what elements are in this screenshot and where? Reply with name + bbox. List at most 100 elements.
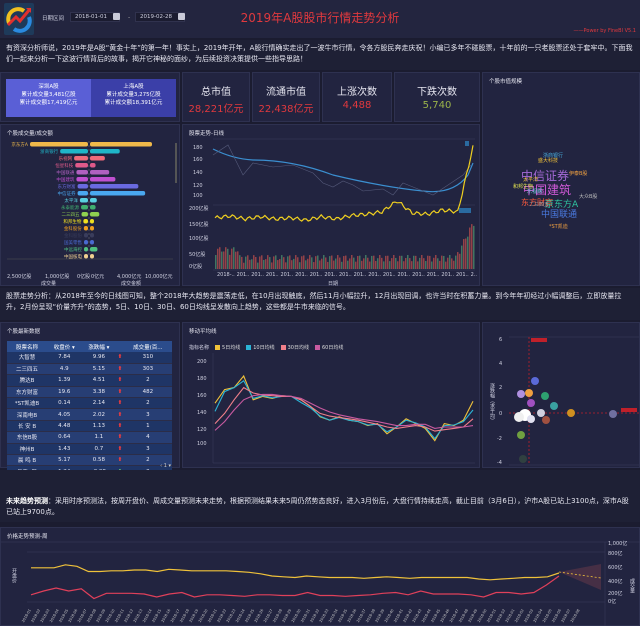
market-volume: 累计成交量3,481亿股 xyxy=(21,92,76,98)
axis-tick: 140 xyxy=(197,410,207,416)
column-header-name[interactable]: 股票名称 xyxy=(7,341,48,352)
stock-table: 股票名称 收盘价 ▾ 涨跌幅 ▾ 成交量(百... 大智慧 7.84 9.96 ⬆ 31… xyxy=(7,341,172,490)
svg-text:2018-14: 2018-14 xyxy=(142,608,153,623)
table-row[interactable]: 长 安 B 4.48 1.13 ⬆ 1 xyxy=(7,420,172,433)
panel-title: 移动平均线 xyxy=(189,329,217,335)
axis-label: 成交金额 xyxy=(121,281,142,287)
intro-text: 有资深分析师说，2019年是A股“黄金十年”的第一年！事实上，2019年开年，A… xyxy=(0,40,640,70)
svg-text:2018-24: 2018-24 xyxy=(235,608,246,623)
svg-text:2018-42: 2018-42 xyxy=(402,609,413,624)
logo-icon xyxy=(6,7,32,33)
word: 伊泰B股 xyxy=(569,171,588,177)
axis-tick: 10,000亿元 xyxy=(145,274,173,280)
legend-item-ma10[interactable]: 10日均线 xyxy=(246,344,275,351)
calendar-icon[interactable] xyxy=(178,13,185,20)
kpi-up-count: 上涨次数 4,488 xyxy=(322,72,392,122)
word: 乐视网 xyxy=(527,189,543,195)
table-cell: 1.13 xyxy=(81,420,117,433)
svg-text:2018-44: 2018-44 xyxy=(421,608,432,623)
kpi-float-market-cap: 流通市值 22,438亿元 xyxy=(252,72,320,122)
word: 二三四五 xyxy=(529,202,550,208)
table-cell: 4.48 xyxy=(47,420,82,433)
axis-tick: 201.. xyxy=(441,272,455,278)
table-cell: *ST凯迪B xyxy=(7,397,48,410)
svg-text:永泰能源: 永泰能源 xyxy=(61,204,79,211)
column-header-volume[interactable]: 成交量(百... xyxy=(123,341,172,352)
svg-text:恒星科技: 恒星科技 xyxy=(55,162,73,169)
legend-item-ma5[interactable]: 5日均线 xyxy=(215,344,240,351)
prev-page-button[interactable]: ‹ xyxy=(160,463,163,469)
table-row[interactable]: 大智慧 7.84 9.96 ⬆ 310 xyxy=(7,352,172,364)
market-name: 上海A股 xyxy=(123,84,144,90)
kpi-label: 上涨次数 xyxy=(337,87,377,98)
table-row[interactable]: 深南电B 4.05 2.02 ⬆ 3 xyxy=(7,408,172,421)
axis-tick: 201.. xyxy=(368,272,381,278)
date-separator: - xyxy=(128,14,131,21)
legend-title: 指标名称 xyxy=(189,345,210,351)
table-row[interactable]: 东方财富 19.6 3.38 ⬆ 482 xyxy=(7,386,172,399)
axis-tick: 180 xyxy=(193,145,203,151)
table-row[interactable]: 神州B 1.43 0.7 ⬆ 3 xyxy=(7,443,172,456)
table-row[interactable]: 晨 鸣 B 5.17 0.58 ⬆ 2 xyxy=(7,454,172,467)
svg-text:中国建筑: 中国建筑 xyxy=(56,176,74,183)
page-dropdown-icon[interactable]: ▾ xyxy=(168,463,171,469)
table-cell: 大智慧 xyxy=(7,352,48,364)
arrow-up-icon: ⬆ xyxy=(116,363,124,376)
calendar-icon[interactable] xyxy=(113,13,120,20)
table-row[interactable]: 东信B股 0.64 1.1 ⬆ 4 xyxy=(7,431,172,444)
trend-analysis-text: 股票走势分析：从2018年至今的日线图可知，整个2018年大趋势是震荡走低，在1… xyxy=(0,288,640,320)
legend-item-ma30[interactable]: 30日均线 xyxy=(280,344,309,351)
market-name: 深圳A股 xyxy=(38,84,59,90)
table-cell: 0.64 xyxy=(47,431,82,444)
axis-tick: 2,500亿股 xyxy=(7,274,32,280)
svg-text:2018-04: 2018-04 xyxy=(533,608,544,623)
word: 京东方A xyxy=(545,200,579,210)
axis-tick: 2 xyxy=(499,385,503,391)
column-header-close[interactable]: 收盘价 ▾ xyxy=(47,341,82,352)
scatter-chart xyxy=(509,336,639,466)
svg-text:2018-41: 2018-41 xyxy=(393,609,404,624)
market-card-shenzhen: 深圳A股 累计成交量3,481亿股 累计成交额17,419亿元 xyxy=(6,79,91,117)
wordcloud-panel: 个股市值规模 盛大科技 中信证券 中国建筑 东方财富 京东方A 中国联通 太平洋… xyxy=(482,72,640,286)
powered-by: ——Power by FineBI V5.1 xyxy=(573,28,636,34)
svg-text:太平洋: 太平洋 xyxy=(64,197,78,204)
date-range-label: 日期区间 xyxy=(42,16,65,22)
svg-text:2018-38: 2018-38 xyxy=(365,609,376,624)
svg-text:2018-29: 2018-29 xyxy=(281,609,292,624)
svg-text:2018-04: 2018-04 xyxy=(49,608,60,623)
svg-text:2018-22: 2018-22 xyxy=(216,609,227,624)
svg-text:2018-36: 2018-36 xyxy=(347,609,358,624)
pagination[interactable]: ‹ 1 ▾ xyxy=(160,463,171,469)
legend-item-ma60[interactable]: 60日均线 xyxy=(314,344,343,351)
axis-tick: 160 xyxy=(193,157,203,163)
svg-text:2018-21: 2018-21 xyxy=(207,609,218,624)
svg-text:金科股份: 金科股份 xyxy=(64,225,82,232)
table-cell: 4.51 xyxy=(81,374,117,387)
table-cell: 4.9 xyxy=(47,363,82,376)
svg-text:浙商银行: 浙商银行 xyxy=(40,148,58,155)
axis-tick: 6 xyxy=(499,337,503,343)
table-row[interactable]: *ST凯迪B 0.14 2.14 ⬆ 2 xyxy=(7,397,172,410)
svg-text:2018-02: 2018-02 xyxy=(30,609,41,624)
axis-tick: 800亿 xyxy=(608,551,623,557)
arrow-up-icon: ⬆ xyxy=(116,454,124,467)
svg-text:2018-19: 2018-19 xyxy=(188,609,199,624)
market-amount: 累计成交额18,391亿元 xyxy=(104,100,163,106)
page-number: 1 xyxy=(163,463,167,469)
column-header-change[interactable]: 涨跌幅 ▾ xyxy=(81,341,117,352)
svg-text:2018-05: 2018-05 xyxy=(58,609,69,624)
market-volume: 累计成交量3,275亿股 xyxy=(106,92,161,98)
stock-table-panel: 个股最新数据 股票名称 收盘价 ▾ 涨跌幅 ▾ 成交量(百... 大智慧 7.84… xyxy=(0,322,180,490)
svg-text:2018-08: 2018-08 xyxy=(570,609,581,624)
svg-text:2018-01: 2018-01 xyxy=(21,609,32,624)
table-row[interactable]: 二三四五 4.9 5.15 ⬆ 303 xyxy=(7,363,172,376)
axis-tick: 1,000亿股 xyxy=(45,274,70,280)
arrow-up-icon: ⬆ xyxy=(116,386,124,399)
svg-text:2018-46: 2018-46 xyxy=(440,609,451,624)
axis-tick: 50亿股 xyxy=(189,252,206,258)
svg-text:2018-08: 2018-08 xyxy=(86,609,97,624)
axis-label: 成交量 xyxy=(629,578,635,593)
table-row[interactable]: 腾达B 1.39 4.51 ⬆ 2 xyxy=(7,374,172,387)
table-cell: 303 xyxy=(123,363,172,376)
axis-tick: 201.. xyxy=(382,272,396,278)
